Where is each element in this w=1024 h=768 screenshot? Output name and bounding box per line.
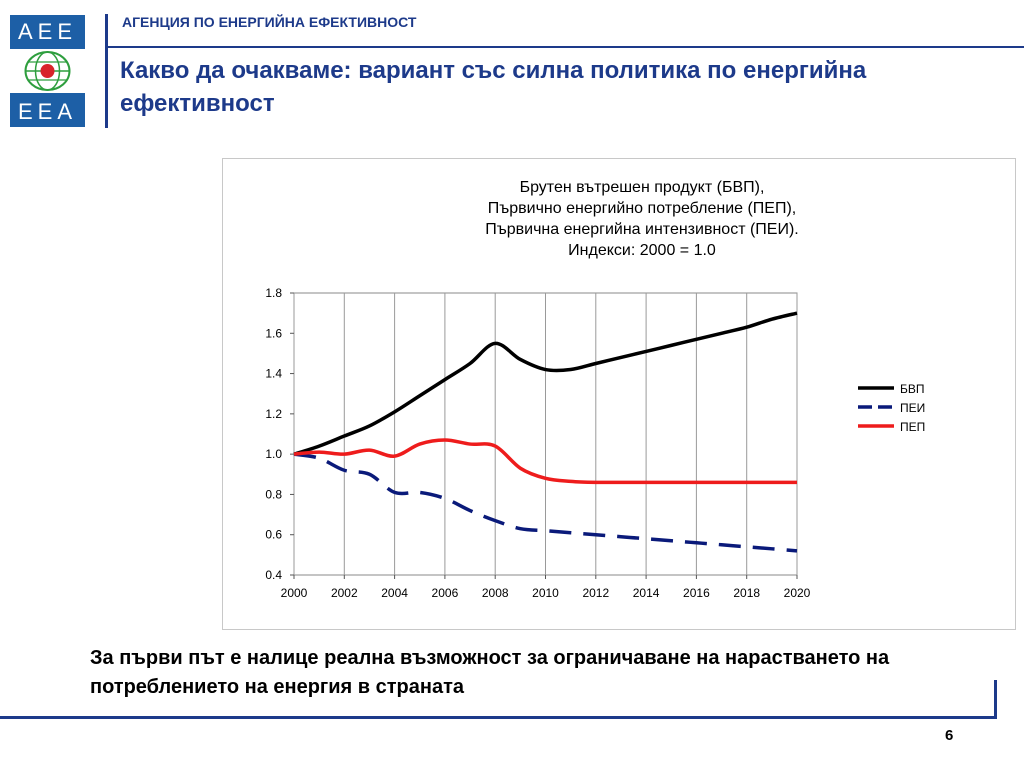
legend-label: ПЕИ: [900, 401, 925, 415]
y-tick-label: 1.2: [265, 407, 282, 421]
slide-title: Какво да очакваме: вариант със силна пол…: [120, 57, 867, 117]
y-tick-label: 0.6: [265, 528, 282, 542]
y-tick-label: 1.6: [265, 326, 282, 340]
x-tick-label: 2018: [733, 586, 760, 600]
y-tick-label: 0.8: [265, 487, 282, 501]
series-line-1: [293, 452, 798, 553]
y-tick-label: 0.4: [265, 568, 282, 582]
chart-title-line: Индекси: 2000 = 1.0: [568, 242, 716, 259]
logo: AEE EEA: [10, 15, 85, 127]
chart-title-line: Първично енергийно потребление (ПЕП),: [487, 200, 797, 217]
x-tick-label: 2016: [683, 586, 710, 600]
logo-emblem: [10, 49, 85, 93]
logo-globe-icon: [24, 51, 71, 91]
series-line-0: [293, 311, 798, 456]
chart-title: Брутен вътрешен продукт (БВП), Първично …: [222, 177, 1024, 261]
chart-title-line: Първична енергийна интензивност (ПЕИ).: [485, 221, 799, 238]
x-tick-label: 2020: [784, 586, 811, 600]
x-tick-label: 2014: [633, 586, 660, 600]
y-tick-label: 1.4: [265, 367, 282, 381]
legend-label: ПЕП: [900, 420, 925, 434]
y-tick-label: 1.0: [265, 447, 282, 461]
footer-horizontal-rule: [0, 716, 997, 719]
x-tick-label: 2004: [381, 586, 408, 600]
y-tick-label: 1.8: [265, 286, 282, 300]
x-tick-label: 2008: [482, 586, 509, 600]
series-line-2: [293, 438, 797, 485]
footer-vertical-rule: [994, 680, 997, 719]
chart-title-line: Брутен вътрешен продукт (БВП),: [519, 179, 765, 196]
page-number: 6: [945, 727, 954, 744]
x-tick-label: 2012: [582, 586, 609, 600]
x-tick-label: 2010: [532, 586, 559, 600]
logo-text-top: AEE: [17, 19, 78, 44]
x-tick-label: 2000: [281, 586, 308, 600]
x-tick-label: 2006: [432, 586, 459, 600]
chart-frame: [222, 158, 1016, 630]
header-vertical-rule: [105, 14, 108, 128]
legend-label: БВП: [900, 382, 925, 396]
x-tick-label: 2002: [331, 586, 358, 600]
header-horizontal-rule: [108, 46, 1024, 48]
logo-text-bottom: EEA: [17, 99, 78, 124]
conclusion-text: За първи път е налице реална възможност …: [90, 647, 890, 698]
agency-name: АГЕНЦИЯ ПО ЕНЕРГИЙНА ЕФЕКТИВНОСТ: [122, 14, 417, 30]
